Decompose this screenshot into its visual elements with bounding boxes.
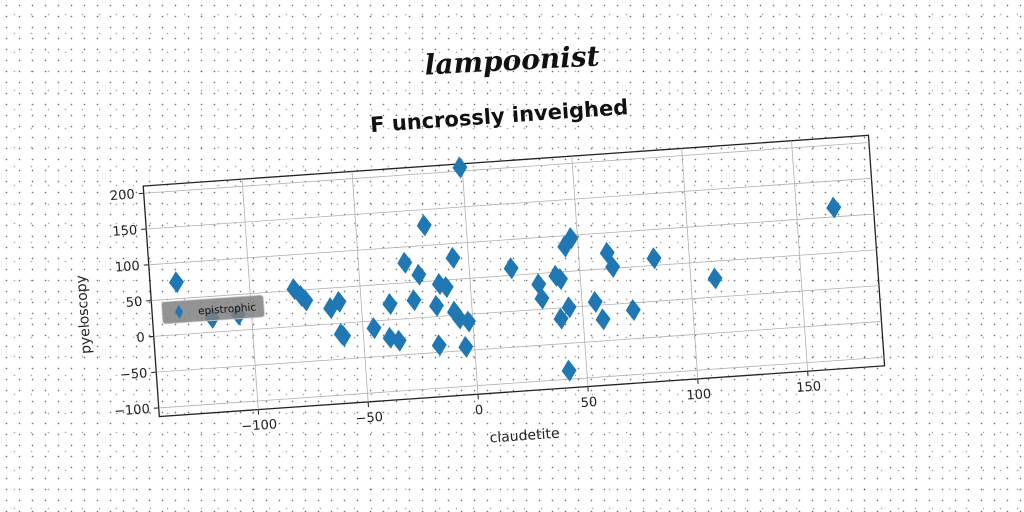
data-point [826, 196, 842, 219]
y-tick-label: 100 [115, 259, 141, 276]
x-tick-layer: −100 −50 0 50 100 150 [241, 371, 822, 435]
data-point [563, 227, 579, 250]
point-layer [168, 156, 842, 382]
data-point [438, 276, 454, 299]
grid-layer [143, 140, 884, 410]
data-point [431, 334, 447, 357]
data-point [553, 307, 569, 330]
x-gridline [351, 171, 369, 402]
x-axis-label: claudetite [489, 426, 560, 447]
y-tick-label: 50 [125, 295, 143, 311]
data-point [553, 268, 568, 291]
data-point [406, 289, 422, 312]
y-tick-label: 0 [136, 331, 145, 347]
data-point [168, 271, 184, 294]
legend-label: epistrophic [198, 301, 257, 317]
data-point [587, 290, 603, 313]
data-point [605, 255, 621, 278]
data-point [366, 317, 382, 340]
data-point [429, 294, 444, 317]
data-point [503, 257, 519, 280]
y-tick-layer: −100 −50 0 50 100 150 200 [110, 187, 159, 420]
data-point [397, 251, 413, 274]
data-point [445, 246, 461, 269]
x-tick-label: −100 [241, 417, 278, 434]
data-point [561, 359, 577, 382]
legend: epistrophic [161, 294, 265, 325]
data-point [707, 267, 723, 290]
legend-marker [175, 304, 184, 319]
data-point [458, 335, 474, 358]
y-tick-label: 200 [110, 187, 136, 204]
data-point [298, 289, 314, 312]
y-axis-label: pyeloscopy [73, 275, 94, 355]
y-gridline [146, 177, 872, 230]
data-point [411, 263, 427, 286]
x-gridline [241, 179, 259, 410]
data-point [336, 325, 352, 348]
data-point [382, 293, 398, 315]
y-gridline [148, 213, 874, 266]
x-gridline [461, 163, 479, 395]
data-point [331, 290, 347, 313]
plot-area [142, 134, 886, 418]
x-gridline [681, 148, 699, 379]
data-point [452, 156, 468, 179]
data-point [561, 296, 577, 319]
data-point [461, 310, 476, 333]
data-point [557, 235, 573, 258]
legend-box [161, 294, 265, 325]
x-tick-label: 50 [580, 395, 598, 411]
x-gridline [791, 140, 809, 372]
x-tick-label: 0 [475, 403, 484, 419]
y-tick-label: −50 [119, 366, 147, 383]
data-point [595, 308, 611, 331]
data-point [534, 287, 550, 310]
x-tick-label: 150 [796, 379, 822, 396]
data-point [646, 247, 662, 270]
data-point [416, 214, 432, 237]
x-tick-label: 100 [686, 387, 712, 404]
plot-group: F uncrossly inveighed −100 −50 0 50 100 150 −… [73, 95, 886, 447]
data-point [323, 297, 339, 320]
data-point [625, 299, 641, 321]
data-point [391, 329, 407, 352]
y-tick-label: 150 [112, 223, 138, 240]
y-gridline [156, 321, 882, 373]
y-gridline [158, 356, 884, 409]
x-tick-label: −50 [355, 410, 383, 427]
y-gridline [153, 285, 879, 337]
x-gridline [571, 156, 589, 387]
y-gridline [143, 142, 869, 194]
chart-title: F uncrossly inveighed [369, 95, 629, 137]
y-tick-label: −100 [114, 402, 151, 419]
